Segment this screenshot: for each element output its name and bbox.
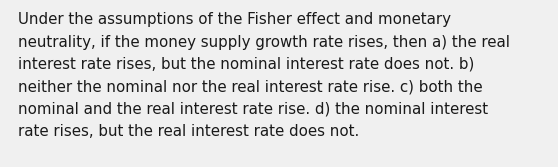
Text: interest rate rises, but the nominal interest rate does not. b): interest rate rises, but the nominal int… [18, 57, 474, 72]
Text: rate rises, but the real interest rate does not.: rate rises, but the real interest rate d… [18, 125, 359, 139]
Text: neutrality, if the money supply growth rate rises, then a) the real: neutrality, if the money supply growth r… [18, 35, 510, 49]
Text: neither the nominal nor the real interest rate rise. c) both the: neither the nominal nor the real interes… [18, 79, 483, 95]
Text: nominal and the real interest rate rise. d) the nominal interest: nominal and the real interest rate rise.… [18, 102, 488, 117]
Text: Under the assumptions of the Fisher effect and monetary: Under the assumptions of the Fisher effe… [18, 12, 451, 27]
